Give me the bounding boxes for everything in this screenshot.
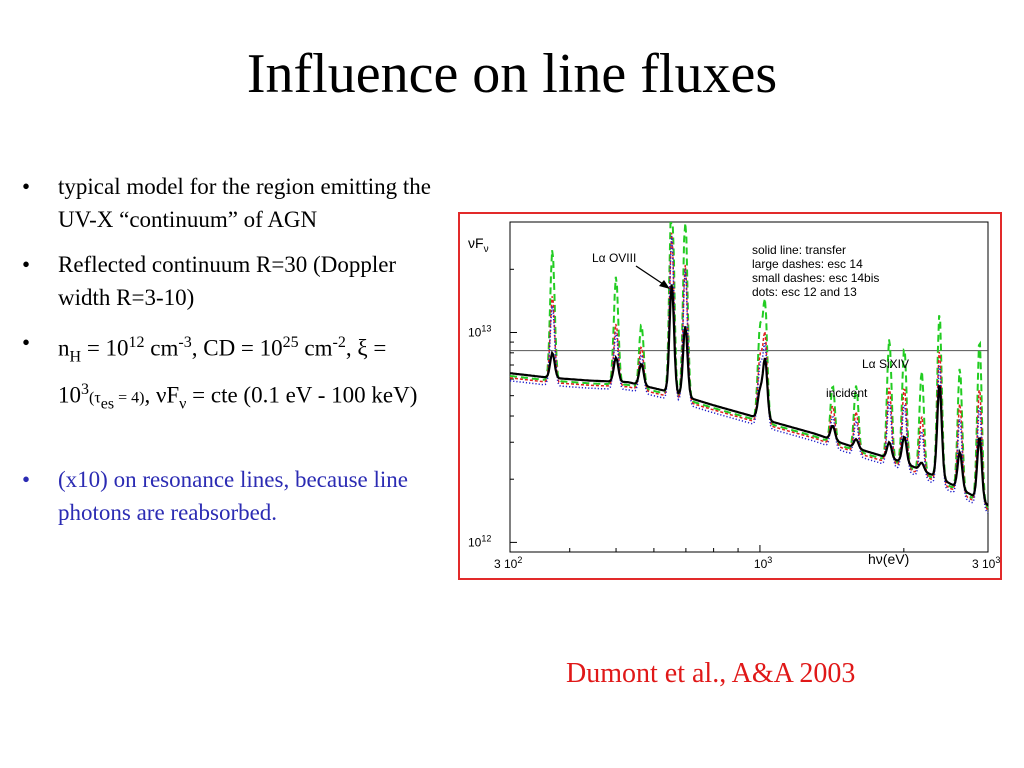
param-exp25: 25: [282, 334, 299, 351]
annotation-sixiv: Lα SiXIV: [862, 357, 909, 371]
param-cm: cm: [144, 335, 179, 361]
annotation-oviii-arrow: [635, 265, 667, 287]
spectrum-chart: 3 102 103 3 103 1012 1013 νFν hν(eV) solid l…: [468, 221, 1000, 571]
x-tick-label: 3 102: [494, 555, 522, 571]
legend-transfer: solid line: transfer: [752, 243, 846, 257]
series-line-transfer: [509, 284, 989, 507]
bullet-model-text: typical model for the region emitting th…: [58, 174, 432, 232]
bullet-marker: •: [22, 252, 31, 277]
bullet-resonance: • (x10) on resonance lines, because line…: [22, 463, 447, 529]
series-line-esc-12-and-13: [509, 235, 989, 514]
bullet-resonance-text: (x10) on resonance lines, because line p…: [58, 466, 408, 525]
bullet-reflected: • Reflected continuum R=30 (Doppler widt…: [22, 248, 447, 314]
series-line-esc-14: [509, 222, 989, 509]
param-cm2: cm: [298, 335, 333, 361]
param-eq2: = 10: [58, 335, 387, 408]
bullet-marker: •: [22, 174, 31, 199]
slide-title: Influence on line fluxes: [246, 43, 778, 105]
param-exp-m2: -2: [332, 334, 346, 351]
bullet-parameters: • nH = 1012 cm-3, CD = 1025 cm-2, ξ = 10…: [22, 326, 447, 421]
bullet-parameters-text: nH = 1012 cm-3, CD = 1025 cm-2, ξ = 103(…: [58, 326, 447, 421]
spectrum-figure: 3 102 103 3 103 1012 1013 νFν hν(eV) solid l…: [458, 212, 1002, 580]
y-axis-label: νFν: [468, 235, 489, 255]
bullet-marker: •: [22, 466, 31, 492]
param-h-sub: H: [69, 348, 82, 366]
param-exp12: 12: [128, 334, 145, 351]
bullet-reflected-text: Reflected continuum R=30 (Doppler width …: [58, 252, 397, 310]
param-xi: , ξ: [345, 335, 368, 361]
param-eq1: = 10: [81, 335, 129, 361]
legend: solid line: transfer large dashes: esc 1…: [752, 243, 879, 299]
bullet-marker: •: [22, 330, 31, 355]
annotation-oviii-arrowhead: [659, 280, 670, 289]
legend-esc14bis: small dashes: esc 14bis: [752, 271, 879, 285]
x-tick-label: 103: [754, 555, 772, 571]
bullet-model: • typical model for the region emitting …: [22, 170, 447, 236]
param-exp3: 3: [81, 381, 89, 399]
param-exp-m3: -3: [178, 334, 192, 351]
param-tau-open: (τ: [89, 389, 101, 407]
param-nu-sub: ν: [179, 395, 187, 413]
param-n: n: [58, 335, 70, 361]
param-tau-sub: es: [100, 395, 115, 413]
y-tick-label: 1013: [468, 323, 491, 339]
plot-frame: [509, 221, 989, 553]
citation: Dumont et al., A&A 2003: [566, 658, 856, 689]
param-rest: = cte (0.1 eV - 100 keV): [186, 382, 418, 408]
legend-esc12-13: dots: esc 12 and 13: [752, 285, 857, 299]
legend-esc14: large dashes: esc 14: [752, 257, 863, 271]
x-axis-label: hν(eV): [868, 551, 909, 567]
x-tick-label: 3 103: [972, 555, 1000, 571]
param-nuf: , νF: [144, 382, 180, 408]
annotation-incident: incident: [826, 386, 868, 400]
bullet-list: • typical model for the region emitting …: [22, 170, 447, 541]
annotation-oviii: Lα OVIII: [592, 251, 636, 265]
param-cd: , CD = 10: [191, 335, 283, 361]
param-tau-close: = 4): [114, 389, 145, 407]
y-tick-label: 1012: [468, 533, 491, 549]
